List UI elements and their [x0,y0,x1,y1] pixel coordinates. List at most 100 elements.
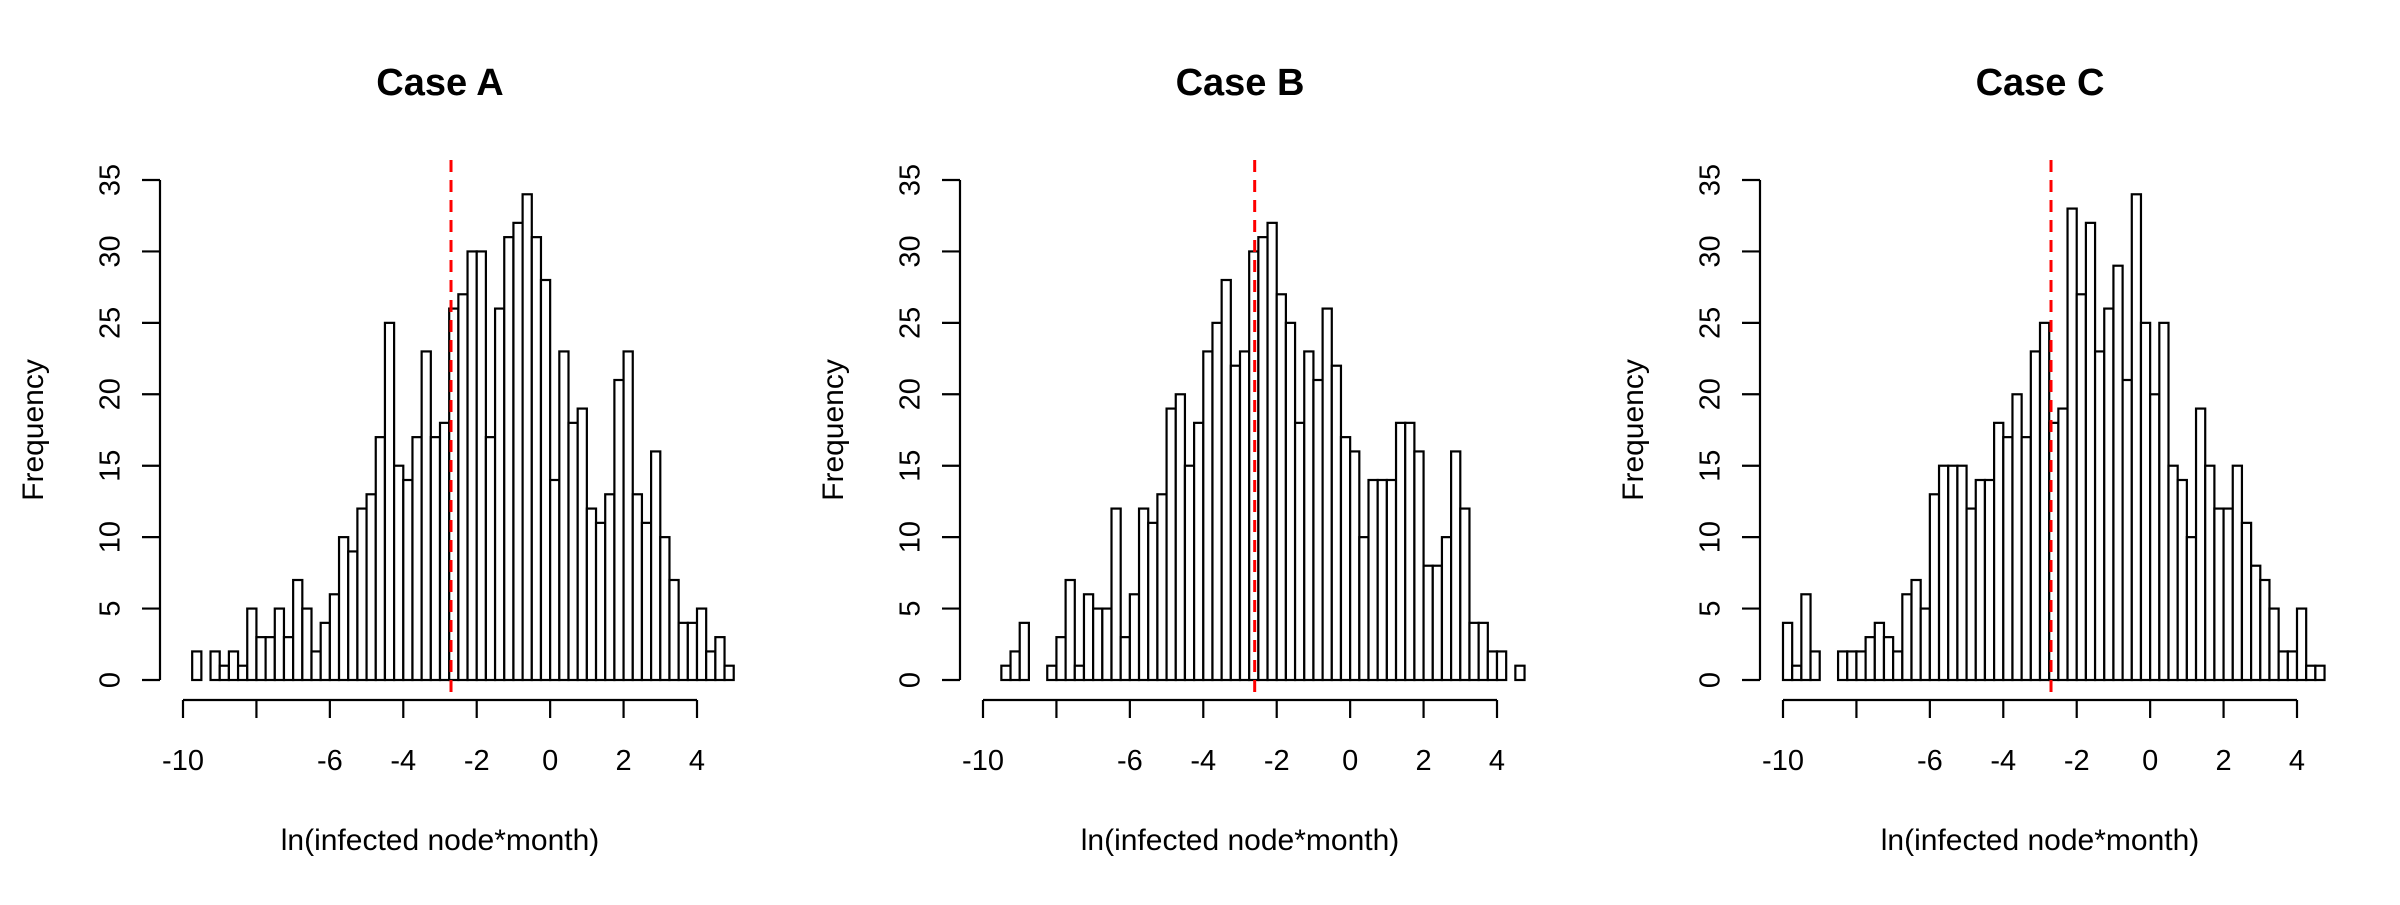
x-tick-label: -4 [390,745,416,777]
x-tick-label: -2 [1264,745,1290,777]
histogram-bar [2029,350,2042,682]
histogram-bar [2057,407,2069,682]
histogram-bar [383,321,396,682]
histogram-bar [1404,421,1416,682]
histogram-bar [1781,621,1794,682]
y-axis-label: Frequency [817,359,850,501]
y-tick-label: 5 [895,601,927,617]
histogram-bar [1284,321,1297,682]
histogram-bar [356,507,368,682]
histogram-bar [677,621,689,682]
chart-title: Case B [1176,62,1305,104]
x-tick-label: -10 [162,745,204,777]
histogram-bar [1358,536,1370,682]
histogram-bar [512,221,524,682]
histogram-bar [1422,564,1434,682]
histogram-bar [2295,607,2308,682]
x-tick-label: 2 [2216,745,2232,777]
histogram-bar [2240,521,2253,682]
chart-title: Case A [376,62,503,104]
histogram-bar [273,607,286,682]
histogram-bar [2222,507,2234,682]
x-tick-label: -10 [962,745,1004,777]
histogram-bar [209,650,221,682]
histogram-bar [374,436,387,682]
x-axis-label: ln(infected node*month) [1881,824,2200,857]
x-tick-label: 0 [542,745,558,777]
histogram-bar [1367,478,1379,682]
histogram-bar [1495,650,1508,682]
x-tick-label: 0 [2142,745,2158,777]
histogram-bar [337,536,350,682]
histogram-bar [393,464,405,682]
x-tick-label: 4 [1489,745,1505,777]
histogram-bar [1864,636,1876,682]
histogram-bar [1477,621,1489,682]
histogram-bar [1147,521,1159,682]
histogram-bar [347,550,359,682]
histogram-bar [2250,564,2262,682]
histogram-bar [1137,507,1150,682]
histogram-bar [1211,321,1223,682]
histogram-bar [659,536,671,682]
histogram-bar [705,650,717,682]
x-tick-label: -10 [1762,745,1804,777]
histogram-bar [1836,650,1849,682]
histogram-bar [191,650,203,682]
histogram-bar [264,636,276,682]
y-tick-label: 25 [1695,307,1727,339]
histogram-bar [282,636,295,682]
histogram-bar [640,521,653,682]
histogram-bar [1183,464,1196,682]
histogram-bar [493,307,506,682]
histogram-bar [1046,664,1058,682]
y-tick-label: 10 [1695,521,1727,553]
histogram-bar [1349,450,1361,682]
x-tick-label: -2 [2064,745,2090,777]
histogram-bar [2314,664,2326,682]
histogram-bar [1919,607,1931,682]
y-tick-label: 35 [895,164,927,196]
y-tick-label: 35 [1695,164,1727,196]
y-tick-label: 5 [95,601,127,617]
histogram-bar [1873,621,1886,682]
y-tick-label: 25 [95,307,127,339]
histogram-bar [539,278,552,682]
histogram-bar [1947,464,1959,682]
histogram-bar [2259,578,2271,682]
histogram-bar [2130,193,2143,682]
histogram-bar [1193,421,1205,682]
histogram-bar [2185,536,2198,682]
histogram-bar [530,236,543,682]
histogram-bar [1165,407,1177,682]
panel-case-b: Case B -10 -6 -4 -2 0 2 4 0 5 10 15 20 25 30 35 ln(infec… [817,62,1526,857]
histogram-bar [1055,636,1067,682]
y-tick-label: 30 [895,235,927,267]
y-tick-label: 0 [1695,672,1727,688]
histogram-bar [1882,636,1895,682]
histogram-bar [558,350,570,682]
panel-case-a: Case A -10 -6 -4 -2 0 2 4 0 5 10 15 20 25 30 35 ln(infec… [17,62,735,857]
histogram-bar [1266,221,1278,682]
histogram-bar [475,250,487,682]
histogram-bar [1413,450,1425,682]
histogram-bar [1293,421,1306,682]
histogram-bar [236,664,249,682]
histogram-bar [1330,364,1343,682]
histogram-bar [1238,350,1251,682]
histogram-bar [301,607,313,682]
histogram-bar [466,250,478,682]
x-axis-label: ln(infected node*month) [281,824,600,857]
histogram-bar [1993,421,2005,682]
histogram-bar [1064,578,1076,682]
histogram-bar [1312,378,1324,682]
x-tick-label: -4 [1990,745,2016,777]
histogram-bar [319,621,331,682]
histogram-bar [567,421,579,682]
histogram-bar [1983,478,1996,682]
y-tick-label: 15 [895,450,927,482]
histogram-bar [1928,493,1941,682]
histogram-bar [484,436,497,682]
histogram-bar [1901,593,1913,682]
